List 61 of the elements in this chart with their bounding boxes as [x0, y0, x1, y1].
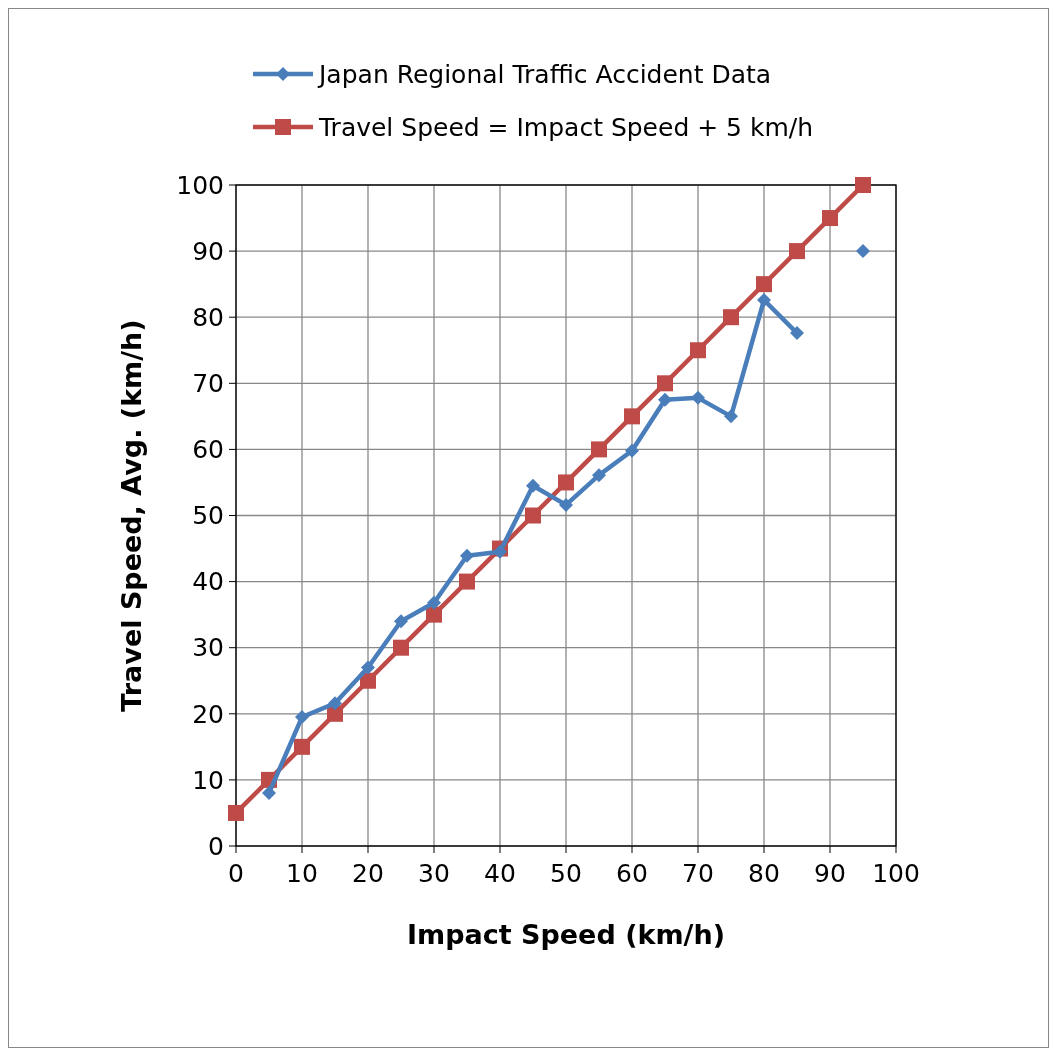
point [657, 375, 673, 392]
legend-label: Travel Speed = Impact Speed + 5 km/h [318, 112, 814, 142]
y-tick-label: 50 [192, 501, 224, 531]
y-tick-label: 30 [192, 633, 224, 663]
y-tick-label: 10 [192, 765, 224, 795]
point [361, 660, 375, 675]
point [393, 639, 409, 656]
point [526, 478, 540, 493]
point [295, 710, 309, 725]
x-tick-label: 30 [418, 859, 450, 888]
point [691, 390, 705, 405]
point [493, 544, 507, 559]
point [228, 804, 244, 821]
y-tick-label: 80 [192, 302, 224, 332]
x-tick-label: 80 [748, 859, 780, 888]
point [757, 293, 771, 308]
point [591, 441, 607, 458]
y-tick-label: 90 [192, 236, 224, 266]
y-tick-label: 60 [192, 435, 224, 465]
y-tick-label: 40 [192, 567, 224, 597]
point [427, 595, 441, 610]
point [592, 468, 606, 483]
point [690, 342, 706, 359]
x-tick-label: 100 [872, 859, 920, 888]
point [460, 548, 474, 563]
point [328, 696, 342, 711]
point [294, 738, 310, 755]
x-tick-label: 0 [228, 859, 244, 888]
point [624, 408, 640, 425]
x-tick-label: 50 [550, 859, 582, 888]
point [856, 244, 870, 259]
x-tick-label: 90 [814, 859, 846, 888]
point [723, 309, 739, 326]
x-tick-label: 60 [616, 859, 648, 888]
point [360, 672, 376, 689]
point [625, 443, 639, 458]
x-tick-label: 70 [682, 859, 714, 888]
point [658, 392, 672, 407]
point [525, 507, 541, 524]
point [790, 326, 804, 341]
point [855, 177, 871, 193]
legend-label: Japan Regional Traffic Accident Data [317, 59, 772, 89]
x-tick-label: 40 [484, 859, 516, 888]
point [559, 497, 573, 512]
x-tick-label: 20 [352, 859, 384, 888]
point [426, 606, 442, 623]
y-tick-label: 70 [192, 369, 224, 399]
point [262, 786, 276, 801]
x-tick-label: 10 [286, 859, 318, 888]
point [724, 409, 738, 424]
y-tick-label: 0 [208, 831, 224, 861]
point [394, 614, 408, 629]
point [756, 276, 772, 293]
point [822, 210, 838, 227]
y-tick-label: 100 [176, 170, 224, 200]
y-axis-title: Travel Speed, Avg. (km/h) [116, 319, 147, 712]
point [459, 573, 475, 590]
y-tick-label: 20 [192, 699, 224, 729]
point [558, 474, 574, 491]
point [789, 243, 805, 260]
x-axis-title: Impact Speed (km/h) [406, 919, 726, 950]
